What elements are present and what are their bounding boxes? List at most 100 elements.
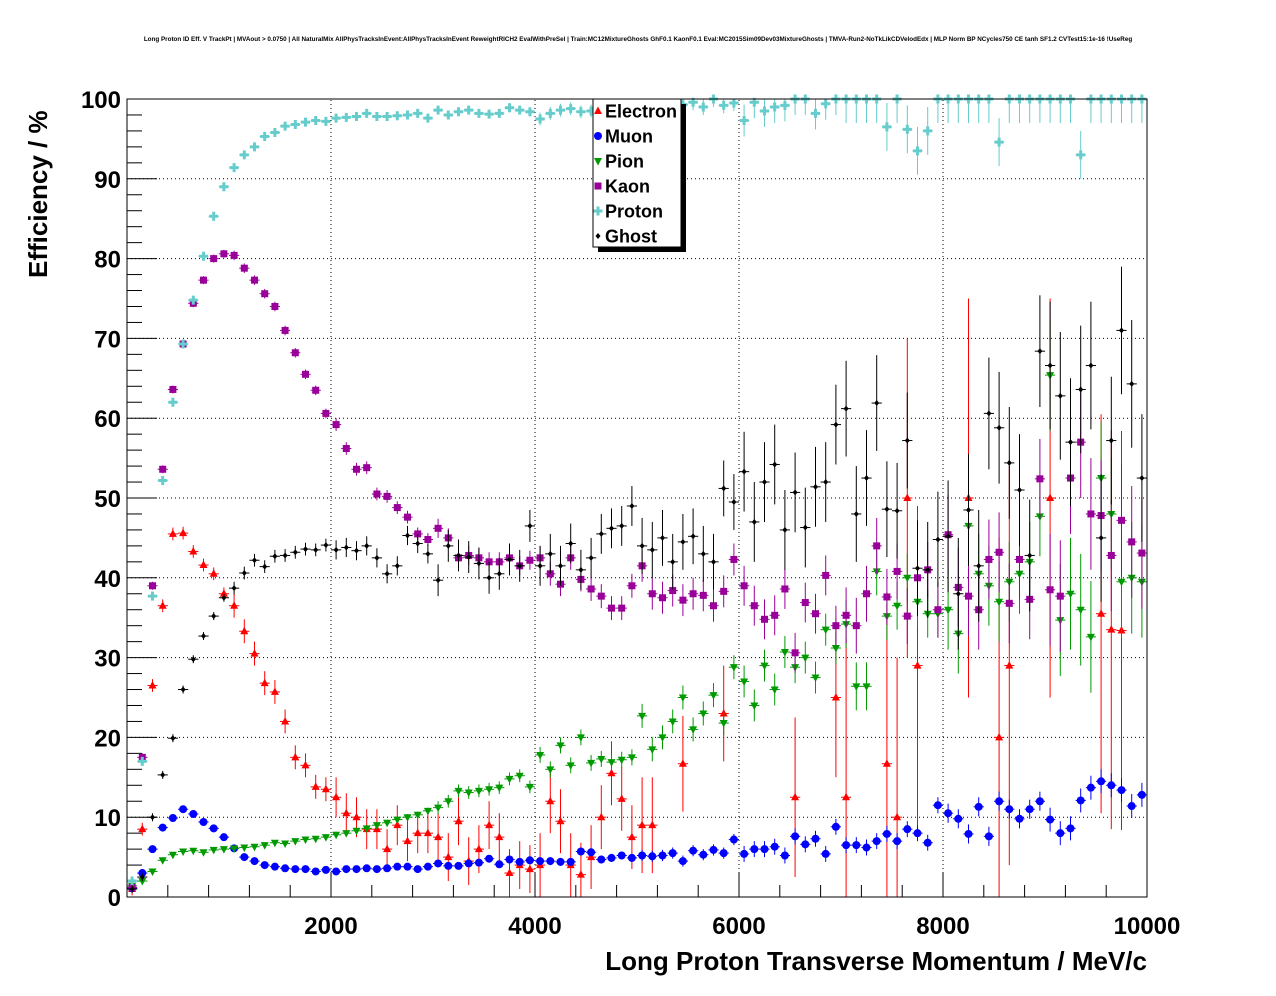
data-point-muon: [270, 862, 279, 871]
data-point-muon: [301, 865, 310, 874]
data-point-proton: [239, 150, 249, 160]
data-point-proton: [229, 163, 239, 173]
data-point-pion: [179, 848, 188, 857]
data-point-muon: [362, 864, 371, 873]
data-point-ghost: [1006, 459, 1012, 466]
data-point-pion: [505, 775, 514, 784]
data-point-ghost: [904, 437, 910, 444]
data-point-proton: [372, 112, 382, 122]
data-point-kaon: [261, 290, 269, 298]
data-point-pion: [209, 846, 218, 855]
data-point-proton: [494, 108, 504, 118]
data-point-kaon: [281, 326, 289, 334]
data-point-muon: [842, 841, 851, 850]
data-point-kaon: [240, 264, 248, 272]
data-point-pion: [199, 849, 208, 857]
data-point-pion: [1117, 578, 1126, 587]
data-point-kaon: [873, 542, 881, 550]
data-point-electron: [138, 824, 147, 833]
data-point-kaon: [342, 445, 350, 453]
data-point-electron: [831, 693, 840, 701]
data-point-kaon: [1128, 538, 1136, 546]
y-axis-label: Efficiency / %: [23, 110, 53, 278]
data-point-electron: [678, 759, 687, 767]
data-point-pion: [587, 759, 596, 768]
data-point-ghost: [558, 562, 563, 569]
data-point-muon: [954, 814, 963, 823]
data-point-kaon: [404, 513, 411, 521]
data-point-proton: [270, 128, 280, 138]
data-point-muon: [1086, 783, 1095, 792]
data-point-kaon: [771, 611, 779, 619]
data-point-muon: [648, 852, 657, 861]
data-point-electron: [209, 569, 218, 577]
data-point-pion: [607, 759, 616, 767]
data-point-ghost: [150, 814, 155, 821]
data-point-proton: [168, 397, 178, 407]
data-point-pion: [342, 830, 351, 838]
data-point-pion: [780, 649, 789, 657]
data-point-ghost: [547, 550, 553, 557]
data-point-ghost: [731, 498, 737, 505]
data-point-muon: [393, 862, 402, 871]
data-point-pion: [831, 645, 840, 653]
data-point-kaon: [159, 465, 167, 473]
data-point-muon: [423, 862, 432, 871]
data-point-electron: [842, 792, 851, 801]
data-point-ghost: [201, 633, 206, 640]
data-point-muon: [780, 851, 789, 860]
data-point-muon: [1137, 790, 1146, 799]
data-point-kaon: [373, 490, 381, 498]
data-point-muon: [831, 822, 840, 831]
legend-label: Ghost: [605, 227, 657, 247]
data-point-kaon: [648, 590, 656, 598]
data-point-electron: [1107, 625, 1116, 633]
data-point-kaon: [730, 555, 738, 563]
data-point-electron: [413, 828, 422, 837]
data-point-electron: [597, 812, 606, 821]
data-point-muon: [719, 849, 728, 858]
data-point-pion: [291, 838, 300, 846]
data-point-proton: [341, 112, 351, 122]
data-point-ghost: [1098, 534, 1104, 541]
data-point-electron: [189, 546, 198, 555]
data-point-proton: [464, 105, 474, 115]
data-point-electron: [587, 852, 596, 861]
data-point-ghost: [619, 522, 625, 529]
data-point-ghost: [802, 524, 808, 531]
data-point-muon: [383, 864, 392, 873]
data-point-pion: [576, 734, 585, 742]
data-point-proton: [515, 105, 525, 115]
data-point-proton: [780, 100, 790, 110]
data-point-electron: [903, 493, 912, 501]
data-point-kaon: [200, 276, 207, 284]
data-point-ghost: [476, 560, 482, 567]
data-point-pion: [372, 822, 381, 830]
data-point-electron: [301, 760, 310, 769]
legend-entry-kaon: Kaon: [594, 177, 650, 197]
data-point-muon: [321, 865, 330, 874]
data-point-ghost: [945, 533, 951, 540]
data-point-ghost: [1078, 386, 1084, 393]
y-tick-label: 90: [94, 167, 121, 194]
data-point-pion: [627, 754, 636, 762]
data-point-kaon: [587, 585, 595, 593]
data-point-kaon: [1056, 592, 1064, 600]
data-point-kaon: [699, 591, 707, 599]
series-muon: [127, 769, 1147, 893]
data-point-muon: [597, 855, 606, 864]
data-point-pion: [138, 878, 147, 886]
y-tick-label: 80: [94, 247, 121, 274]
data-point-pion: [740, 678, 749, 687]
data-point-pion: [1066, 590, 1075, 599]
data-point-muon: [689, 846, 698, 855]
data-point-ghost: [486, 574, 492, 581]
data-point-proton: [1076, 150, 1086, 160]
data-point-muon: [984, 832, 993, 841]
data-point-ghost: [241, 570, 247, 577]
data-point-electron: [179, 528, 188, 537]
x-tick-label: 4000: [508, 913, 561, 940]
data-point-electron: [434, 832, 443, 841]
data-point-kaon: [1046, 586, 1054, 594]
data-point-muon: [668, 849, 677, 858]
